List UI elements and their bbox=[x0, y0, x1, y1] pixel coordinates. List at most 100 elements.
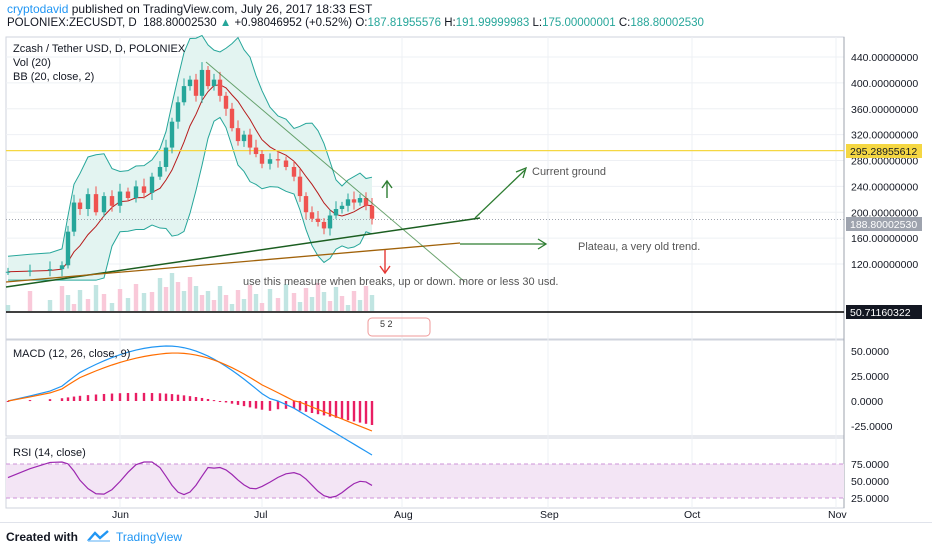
volume-bar bbox=[133, 284, 139, 311]
candle-body bbox=[345, 199, 351, 206]
candle-body bbox=[369, 205, 375, 219]
annotation-measure[interactable]: use this measure when breaks, up or down… bbox=[243, 276, 559, 288]
volume-bar bbox=[327, 301, 333, 311]
macd-histogram-bar bbox=[94, 394, 98, 401]
candle-body bbox=[181, 86, 187, 103]
rsi-tick-label: 25.0000 bbox=[851, 493, 889, 505]
volume-bar bbox=[71, 304, 77, 311]
macd-histogram-bar bbox=[126, 393, 130, 401]
black-price-badge bbox=[846, 305, 922, 319]
macd-histogram-bar bbox=[358, 401, 362, 423]
candle-body bbox=[303, 196, 309, 213]
volume-bar bbox=[267, 289, 273, 311]
volume-bar bbox=[47, 300, 53, 311]
rsi-legend: RSI (14, close) bbox=[13, 447, 86, 459]
volume-bars bbox=[5, 273, 375, 311]
event-count: 5 2 bbox=[380, 319, 393, 329]
macd-histogram-bar bbox=[142, 392, 146, 401]
low-label: L: bbox=[532, 17, 543, 29]
macd-signal-line bbox=[7, 352, 373, 432]
macd-histogram-bar bbox=[292, 401, 296, 409]
bb-legend: BB (20, close, 2) bbox=[13, 71, 94, 83]
chart-canvas[interactable]: Current ground Plateau, a very old trend… bbox=[0, 34, 932, 522]
price-tick-label: 360.00000000 bbox=[851, 104, 918, 116]
descending-trendline[interactable] bbox=[205, 61, 466, 283]
macd-histogram-bar bbox=[346, 401, 350, 421]
candle-body bbox=[163, 147, 169, 167]
tradingview-logo-icon[interactable] bbox=[86, 529, 112, 543]
time-tick-label: Aug bbox=[394, 509, 413, 521]
rsi-axis[interactable]: 75.0000 50.0000 25.0000 bbox=[851, 459, 889, 505]
footer: Created with TradingView bbox=[0, 522, 932, 551]
macd-axis[interactable]: 50.0000 25.0000 0.0000 -25.0000 bbox=[851, 346, 893, 433]
earnings-events[interactable] bbox=[367, 317, 431, 337]
rsi-line bbox=[7, 461, 373, 499]
rsi-band bbox=[6, 464, 844, 498]
drawings[interactable]: Current ground Plateau, a very old trend… bbox=[5, 61, 700, 288]
high-label: H: bbox=[444, 17, 456, 29]
macd-histogram-bar bbox=[206, 399, 210, 401]
volume-bar bbox=[357, 300, 363, 311]
macd-histogram-bar bbox=[352, 401, 356, 422]
annotation-current-ground[interactable]: Current ground bbox=[532, 166, 606, 178]
macd-histogram-bar bbox=[170, 394, 174, 401]
volume-bar bbox=[27, 291, 33, 311]
price-badges: 295.28955612 188.80002530 50.71160322 bbox=[846, 144, 922, 319]
chart-header: cryptodavid published on TradingView.com… bbox=[0, 0, 932, 34]
macd-histogram-bar bbox=[322, 401, 326, 416]
volume-bar bbox=[125, 298, 131, 311]
candle-body bbox=[309, 212, 315, 219]
macd-histogram-bar bbox=[218, 401, 222, 402]
volume-bar bbox=[199, 295, 205, 311]
volume-bar bbox=[297, 302, 303, 311]
event-icons[interactable]: 5 2 bbox=[367, 317, 431, 337]
rsi-tick-label: 50.0000 bbox=[851, 476, 889, 488]
price-tick-label: 120.00000000 bbox=[851, 259, 918, 271]
volume-bar bbox=[157, 278, 163, 311]
yellow-price-badge bbox=[846, 144, 922, 158]
macd-histogram-bar bbox=[66, 397, 70, 401]
bb-upper-band bbox=[7, 34, 373, 257]
macd-histogram-bar bbox=[110, 393, 114, 401]
volume-bar bbox=[175, 282, 181, 311]
price-axis[interactable]: 440.00000000 400.00000000 360.00000000 320.… bbox=[851, 52, 918, 271]
author-link[interactable]: cryptodavid bbox=[7, 2, 69, 16]
current-ground-arrow[interactable] bbox=[474, 169, 526, 219]
candle-body bbox=[157, 166, 163, 177]
volume-bar bbox=[291, 293, 297, 311]
candle-body bbox=[275, 159, 281, 161]
candle-body bbox=[93, 194, 99, 213]
candle-body bbox=[175, 102, 181, 122]
candle-body bbox=[315, 218, 321, 222]
macd-histogram-bar bbox=[158, 393, 162, 401]
tradingview-brand[interactable]: TradingView bbox=[116, 530, 183, 544]
macd-histogram-bar bbox=[230, 401, 234, 404]
volume-bar bbox=[229, 304, 235, 311]
candle-body bbox=[235, 128, 241, 142]
volume-bar bbox=[333, 287, 339, 311]
brown-trendline[interactable] bbox=[5, 242, 461, 283]
volume-bar bbox=[351, 291, 357, 311]
macd-histogram-bar bbox=[242, 401, 246, 407]
candle-body bbox=[117, 191, 123, 206]
time-axis[interactable]: Jun Jul Aug Sep Oct Nov bbox=[112, 509, 847, 521]
macd-histogram-bar bbox=[48, 399, 52, 401]
macd-histogram-bar bbox=[78, 395, 82, 401]
black-price-badge-text: 50.71160322 bbox=[850, 307, 911, 319]
macd-histogram-bar bbox=[72, 396, 76, 401]
macd-legend: MACD (12, 26, close, 9) bbox=[13, 348, 130, 360]
macd-pane[interactable] bbox=[5, 339, 845, 437]
candle-body bbox=[283, 160, 289, 167]
candle-body bbox=[5, 271, 11, 273]
open-label: O: bbox=[355, 17, 368, 29]
macd-tick-label: -25.0000 bbox=[851, 421, 893, 433]
time-tick-label: Oct bbox=[684, 509, 700, 521]
change-value: +0.98046952 (+0.52%) bbox=[234, 17, 353, 29]
candle-body bbox=[223, 95, 229, 109]
main-pane-legend: Zcash / Tether USD, D, POLONIEX Vol (20)… bbox=[13, 43, 186, 83]
candle-body bbox=[351, 199, 357, 203]
annotation-plateau[interactable]: Plateau, a very old trend. bbox=[578, 241, 700, 253]
candle-body bbox=[199, 69, 205, 96]
plateau-arrow-head bbox=[537, 238, 548, 250]
price-tick-label: 440.00000000 bbox=[851, 52, 918, 64]
